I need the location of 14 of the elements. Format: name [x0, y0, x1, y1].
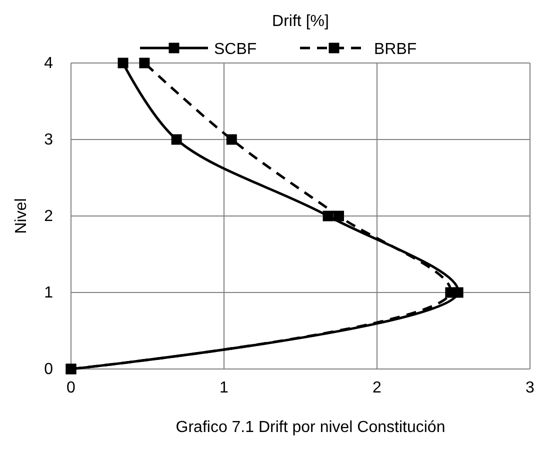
y-tick-label: 3 [44, 132, 54, 149]
x-tick-label: 3 [526, 379, 535, 396]
y-tick-label: 0 [44, 361, 54, 378]
legend-label: BRBF [374, 41, 417, 58]
x-axis-title: Drift [%] [272, 13, 329, 30]
x-tick-label: 0 [66, 379, 76, 396]
x-tick-label: 2 [372, 379, 382, 396]
y-tick-label: 1 [44, 284, 54, 302]
y-tick-label: 4 [44, 55, 54, 72]
text: Grafico 7.1 Drift por nivel Constitución [176, 419, 446, 436]
x-tick-label: 1 [220, 379, 229, 396]
legend-label: SCBF [214, 41, 257, 58]
y-tick-label: 2 [44, 208, 54, 226]
y-axis-title: Nivel [13, 198, 30, 234]
